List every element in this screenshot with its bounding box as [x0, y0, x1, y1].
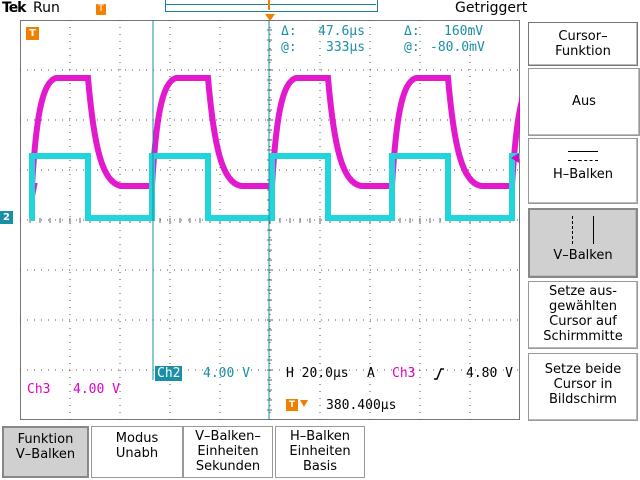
- side-button-both-on-screen[interactable]: Setze beide Cursor in Bildschirm: [528, 353, 638, 421]
- record-view-bar: [165, 0, 378, 12]
- bottom-button-vbar-units[interactable]: V–Balken– Einheiten Sekunden: [183, 426, 273, 478]
- trigger-offset: 380.400µs: [326, 398, 397, 413]
- side-menu-title: Cursor– Funktion: [528, 22, 638, 66]
- acquisition-status: Run: [33, 0, 60, 16]
- side-button-v-bars-label: V–Balken: [553, 248, 613, 263]
- delta-volt-label: Δ:: [404, 24, 420, 39]
- delta-time-label: Δ:: [281, 24, 297, 39]
- record-view-line: [165, 4, 376, 5]
- bottom-button-mode[interactable]: Modus Unabh: [91, 426, 183, 478]
- at-volt-label: @:: [404, 40, 420, 55]
- at-time-value: 333µs: [326, 40, 366, 55]
- brand-logo: Tek: [2, 0, 26, 16]
- waveform-area: [20, 20, 520, 420]
- graticule-display: [20, 20, 520, 420]
- ch3-scale: 4.00 V: [73, 382, 120, 397]
- trigger-level-marker: [511, 153, 519, 163]
- delta-volt-value: 160mV: [444, 24, 484, 39]
- trigger-t-marker: T: [26, 27, 39, 40]
- timebase: H 20.0µs: [286, 366, 349, 381]
- side-button-v-bars[interactable]: V–Balken: [528, 208, 638, 278]
- ch3-label: Ch3: [27, 382, 51, 397]
- trigger-position-icon: T: [96, 4, 106, 15]
- v-bars-icon: [572, 216, 594, 244]
- side-button-off[interactable]: Aus: [528, 68, 640, 136]
- ch2-label: Ch2: [155, 366, 183, 381]
- h-bars-icon: [568, 151, 598, 161]
- side-button-center-cursor[interactable]: Setze aus- gewählten Cursor auf Schirmmi…: [528, 281, 638, 349]
- ch2-ground-marker: 2: [0, 211, 13, 224]
- acquisition-mode: A: [367, 366, 375, 381]
- at-volt-value: -80.0mV: [430, 40, 485, 55]
- ch3-waveform: [28, 75, 520, 197]
- at-time-label: @:: [281, 40, 297, 55]
- delta-time-value: 47.6µs: [318, 24, 365, 39]
- ch2-scale: 4.00 V: [203, 366, 250, 381]
- bottom-button-hbar-units[interactable]: H–Balken Einheiten Basis: [275, 426, 365, 478]
- bottom-button-function[interactable]: Funktion V–Balken: [2, 426, 89, 478]
- rising-edge-icon: [434, 368, 444, 380]
- trigger-offset-icon: T: [286, 399, 298, 411]
- record-trigger-marker: [268, 0, 270, 10]
- trigger-status: Getriggert: [455, 0, 528, 16]
- trigger-source: Ch3: [392, 366, 416, 381]
- side-button-h-bars-label: H–Balken: [552, 167, 614, 182]
- trigger-offset-arrow-icon: [300, 400, 308, 407]
- ch2-waveform: [29, 153, 520, 221]
- trigger-position-marker: [265, 14, 275, 21]
- side-button-h-bars[interactable]: H–Balken: [528, 138, 638, 204]
- trigger-level: 4.80 V: [466, 366, 513, 381]
